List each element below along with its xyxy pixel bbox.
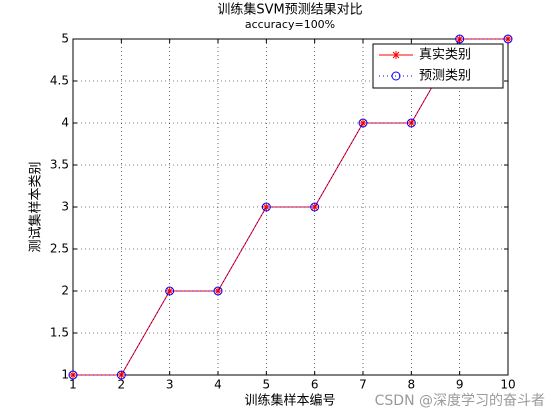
marker (310, 203, 319, 211)
marker (213, 286, 223, 296)
marker (261, 202, 271, 212)
marker (504, 35, 512, 43)
legend-label: 真实类别 (419, 48, 471, 63)
y-tick-label: 3 (61, 200, 69, 214)
legend-marker (391, 71, 401, 81)
x-tick-label: 8 (408, 378, 416, 392)
x-tick-label: 6 (311, 378, 319, 392)
y-tick-label: 1.5 (50, 326, 69, 340)
marker (503, 34, 513, 44)
marker (68, 370, 78, 380)
marker (406, 118, 416, 128)
x-tick-label: 2 (118, 378, 126, 392)
marker (310, 202, 320, 212)
y-tick-label: 2 (61, 284, 69, 298)
marker (116, 370, 126, 380)
chart-subtitle: accuracy=100% (245, 18, 335, 31)
marker (455, 34, 465, 44)
chart-title: 训练集SVM预测结果对比 (217, 2, 362, 18)
marker (214, 287, 222, 295)
x-tick-label: 1 (69, 378, 77, 392)
x-tick-label: 5 (263, 378, 271, 392)
legend-label: 预测类别 (419, 69, 471, 84)
marker (165, 286, 175, 296)
marker (358, 118, 368, 128)
y-axis-label: 测试集样本类别 (28, 161, 44, 252)
x-tick-label: 9 (456, 378, 464, 392)
marker (262, 203, 271, 211)
y-tick-label: 1 (61, 368, 69, 382)
marker (165, 287, 174, 295)
y-tick-label: 3.5 (50, 158, 69, 172)
y-tick-label: 4 (61, 116, 69, 130)
y-tick-label: 4.5 (50, 74, 69, 88)
x-tick-label: 7 (359, 378, 367, 392)
x-axis-label: 训练集样本编号 (244, 393, 335, 409)
y-tick-label: 5 (61, 32, 69, 46)
watermark: CSDN @深度学习的奋斗者 (375, 393, 545, 409)
x-tick-label: 3 (166, 378, 174, 392)
legend-box (372, 43, 504, 89)
y-tick-label: 2.5 (50, 242, 69, 256)
marker (359, 119, 367, 127)
legend-marker (392, 51, 400, 59)
x-tick-label: 10 (500, 378, 515, 392)
x-tick-label: 4 (214, 378, 222, 392)
plot-frame (72, 38, 509, 376)
